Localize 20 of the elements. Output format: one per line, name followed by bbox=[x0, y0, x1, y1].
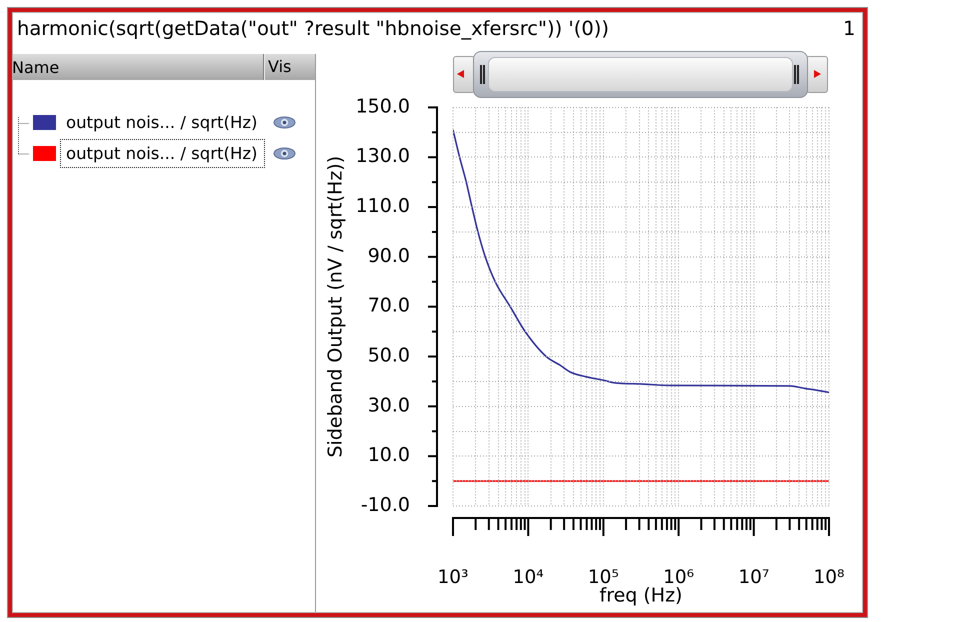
y-tick-label: 110.0 bbox=[356, 194, 410, 217]
legend-label: output nois... / sqrt(Hz) bbox=[66, 142, 258, 164]
y-tick-label: 130.0 bbox=[356, 145, 410, 168]
text: 1 bbox=[843, 17, 856, 40]
y-tick-label: -10.0 bbox=[360, 494, 410, 516]
x-tick-label: 10⁸ bbox=[814, 566, 844, 588]
legend-label: output nois... / sqrt(Hz) bbox=[66, 112, 258, 134]
x-tick-label: 10⁷ bbox=[738, 566, 770, 588]
legend-title: Name bbox=[12, 58, 60, 77]
y-tick-label: 150.0 bbox=[356, 95, 410, 118]
x-tick-label: 10³ bbox=[438, 566, 468, 588]
x-tick-label: 10⁴ bbox=[512, 566, 544, 588]
chart-title: harmonic(sqrt(getData("out" ?result "hbnoise_xfersrc")) '(0)) bbox=[17, 17, 609, 40]
y-tick-label: 50.0 bbox=[368, 344, 410, 366]
y-tick-label: 10.0 bbox=[368, 444, 410, 466]
y-tick-label: 30.0 bbox=[368, 394, 410, 416]
y-tick-label: 70.0 bbox=[368, 294, 410, 317]
y-tick-label: 90.0 bbox=[368, 244, 410, 267]
text: Vis bbox=[268, 57, 292, 76]
y-axis-title: Sideband Output (nV / sqrt(Hz)) bbox=[324, 156, 346, 458]
